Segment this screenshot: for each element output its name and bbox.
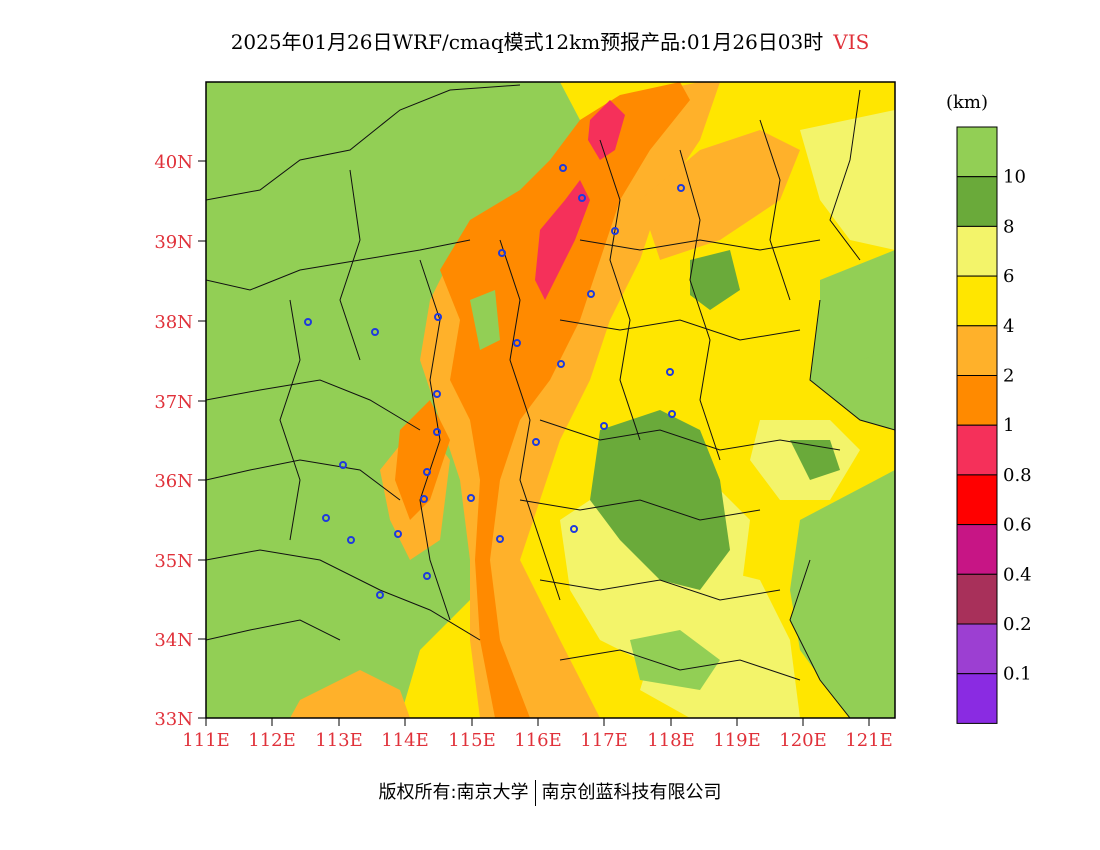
legend-swatch — [956, 375, 998, 426]
legend-label: 0.1 — [1003, 664, 1032, 685]
legend-label: 0.4 — [1003, 564, 1032, 585]
lat-labels: 40N 39N 38N 37N 36N 35N 34N 33N — [154, 152, 193, 730]
legend-label: 0.8 — [1003, 465, 1032, 486]
lon-label: 121E — [845, 730, 893, 751]
lon-label: 111E — [182, 730, 230, 751]
lat-label: 33N — [154, 709, 193, 730]
lat-label: 36N — [154, 471, 193, 492]
legend-label: 4 — [1003, 316, 1014, 337]
legend-swatch — [956, 573, 998, 625]
title-main: 2025年01月26日WRF/cmaq模式12km预报产品:01月26日03时 — [230, 30, 824, 54]
lon-label: 116E — [514, 730, 562, 751]
visibility-field — [206, 82, 895, 718]
map-title: 2025年01月26日WRF/cmaq模式12km预报产品:01月26日03时 V… — [0, 26, 1100, 55]
legend-swatch — [956, 275, 998, 327]
lon-label: 115E — [448, 730, 496, 751]
lon-label: 113E — [315, 730, 363, 751]
legend-unit: (km) — [946, 92, 988, 113]
legend-label: 1 — [1003, 415, 1014, 436]
legend-label: 10 — [1003, 167, 1026, 188]
legend-swatch — [956, 673, 998, 724]
lat-label: 39N — [154, 232, 193, 253]
legend-swatch — [956, 176, 998, 227]
map-frame — [205, 81, 896, 719]
lon-label: 117E — [580, 730, 628, 751]
legend-swatch — [956, 524, 998, 575]
footer-separator — [534, 780, 536, 806]
legend-label: 0.2 — [1003, 614, 1032, 635]
lat-label: 38N — [154, 312, 193, 333]
lon-label: 112E — [248, 730, 296, 751]
lon-label: 120E — [779, 730, 827, 751]
copyright-footer: 版权所有:南京大学 南京创蓝科技有限公司 — [0, 778, 1100, 806]
footer-left: 版权所有:南京大学 — [378, 782, 529, 803]
legend-label: 0.6 — [1003, 515, 1032, 536]
legend-label: 8 — [1003, 216, 1014, 237]
legend-swatch — [956, 623, 998, 675]
legend-labels: 10 8 6 4 2 1 0.8 0.6 0.4 0.2 0.1 — [1003, 167, 1032, 685]
legend-swatch — [956, 126, 998, 178]
county-borders — [206, 84, 895, 718]
city-markers — [304, 164, 685, 599]
footer-right: 南京创蓝科技有限公司 — [541, 782, 722, 803]
legend-swatch — [956, 474, 998, 526]
legend-label: 2 — [1003, 366, 1014, 387]
lat-label: 35N — [154, 551, 193, 572]
legend-swatch — [956, 424, 998, 476]
title-variable: VIS — [833, 30, 870, 54]
lat-label: 34N — [154, 630, 193, 651]
lat-label: 40N — [154, 152, 193, 173]
legend-swatch — [956, 225, 998, 277]
lon-labels: 111E 112E 113E 114E 115E 116E 117E 118E … — [182, 730, 893, 751]
legend-swatch — [956, 325, 998, 376]
tick-marks — [198, 160, 870, 726]
lon-label: 118E — [647, 730, 695, 751]
legend-label: 6 — [1003, 266, 1014, 287]
legend-colorbar — [956, 126, 998, 724]
lon-label: 119E — [713, 730, 761, 751]
lon-label: 114E — [381, 730, 429, 751]
lat-label: 37N — [154, 392, 193, 413]
